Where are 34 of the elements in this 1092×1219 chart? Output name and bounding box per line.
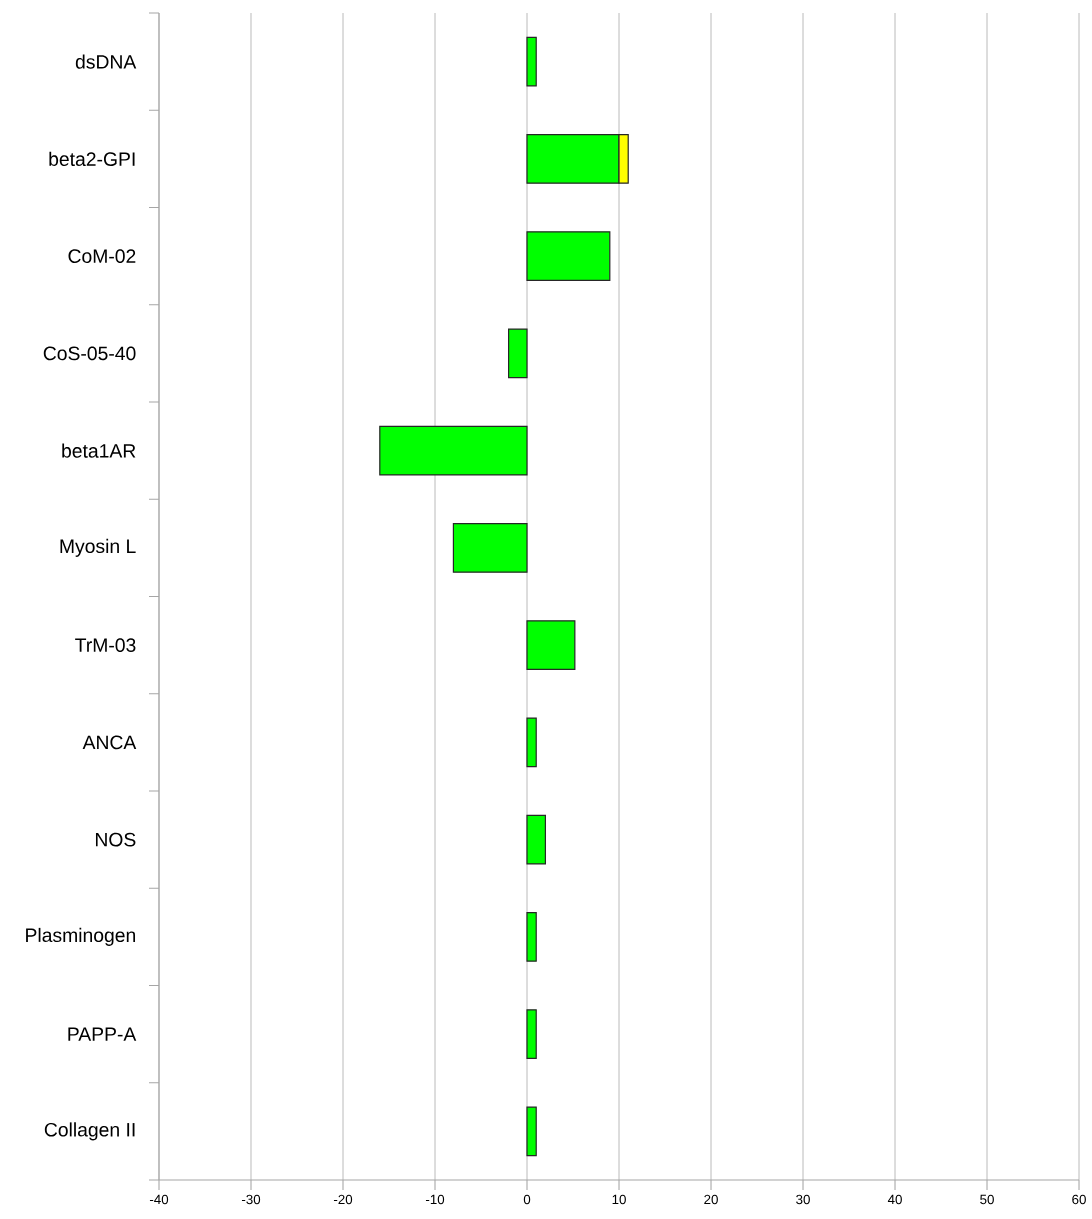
bar	[526, 1106, 537, 1157]
bar	[526, 1009, 537, 1060]
x-tick-label: -20	[333, 1194, 353, 1205]
x-tick-label: 10	[612, 1194, 626, 1205]
bar	[526, 814, 547, 865]
y-tick-label: Collagen II	[44, 1122, 135, 1141]
x-tick-label: 60	[1072, 1194, 1086, 1205]
y-tick-label: beta2-GPI	[49, 151, 135, 166]
x-tick-label: 0	[523, 1194, 531, 1205]
y-tick-label: ANCA	[82, 735, 137, 750]
x-tick-label: 20	[704, 1194, 718, 1205]
x-tick-label: 50	[980, 1194, 994, 1205]
y-tick-label: CoS-05-40	[43, 346, 136, 361]
bar	[526, 911, 537, 962]
y-tick-label: NOS	[95, 832, 136, 847]
bar	[526, 620, 576, 671]
y-tick-label: Plasminogen	[26, 927, 136, 946]
x-tick-label: -30	[241, 1194, 261, 1205]
bar	[508, 328, 528, 379]
x-tick-label: 30	[796, 1194, 810, 1205]
bar	[526, 231, 611, 282]
y-tick-label: CoM-02	[68, 249, 136, 263]
x-tick-label: -10	[425, 1194, 445, 1205]
y-tick-label: TrM-03	[75, 638, 136, 652]
x-tick-label: 40	[887, 1194, 902, 1205]
y-tick-label: dsDNA	[75, 54, 137, 69]
bar	[526, 36, 537, 87]
y-tick-label: beta1AR	[62, 443, 136, 458]
x-tick-label: -40	[149, 1194, 169, 1205]
bar	[526, 717, 537, 768]
y-tick-label: Myosin L	[60, 538, 136, 557]
bar	[452, 522, 528, 573]
y-tick-label: PAPP-A	[68, 1027, 137, 1041]
bar	[379, 425, 528, 476]
